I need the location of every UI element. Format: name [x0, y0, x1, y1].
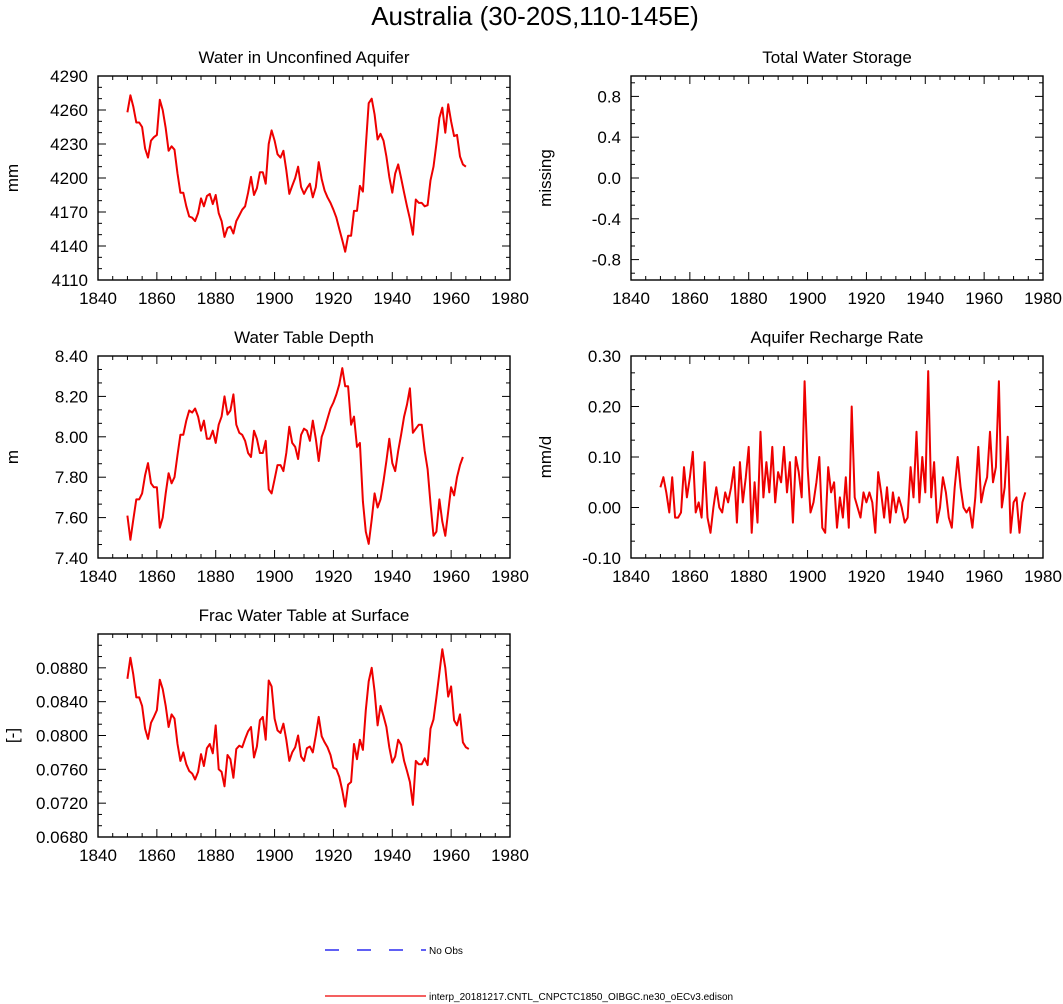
y-tick-label: 0.4: [597, 128, 621, 147]
y-tick-label: 4110: [51, 271, 88, 290]
legend-model-label: interp_20181217.CNTL_CNPCTC1850_OIBGC.ne…: [429, 992, 733, 1003]
panel-water-table-depth: Water Table Depth m 1840 1860 1880 1900 1920 19…: [3, 328, 529, 586]
y-tick-label: 8.40: [55, 347, 88, 366]
y-tick-label: -0.4: [592, 210, 621, 229]
x-tick-label: 1940: [906, 567, 944, 586]
y-axis-label: m: [3, 450, 22, 464]
y-tick-label: 4290: [50, 67, 88, 86]
x-tick-label: 1920: [848, 289, 886, 308]
legend: No Obs interp_20181217.CNTL_CNPCTC1850_O…: [325, 946, 733, 1003]
y-tick-label: 7.40: [55, 549, 88, 568]
x-tick-label: 1900: [256, 289, 294, 308]
y-axis-label: mm/d: [536, 436, 555, 479]
x-tick-label: 1840: [612, 289, 650, 308]
x-tick-label: 1980: [491, 567, 529, 586]
y-axis-label: mm: [3, 164, 22, 192]
y-axis-label: missing: [536, 149, 555, 207]
y-tick-label: 4140: [50, 237, 88, 256]
y-axis-label: [-]: [3, 728, 22, 743]
x-tick-label: 1940: [906, 289, 944, 308]
y-tick-label: 7.60: [55, 509, 88, 528]
panel-total-water-storage: Total Water Storage missing 1840 1860 1880 19…: [536, 48, 1062, 308]
x-tick-label: 1840: [79, 289, 117, 308]
plot-frame: [97, 633, 511, 838]
x-tick-label: 1980: [1024, 567, 1062, 586]
panel-title: Frac Water Table at Surface: [199, 606, 410, 625]
panel-title: Water Table Depth: [234, 328, 374, 347]
figure-title: Australia (30-20S,110-145E): [371, 1, 699, 31]
x-tick-label: 1880: [197, 567, 235, 586]
y-tick-label: -0.10: [582, 549, 621, 568]
y-tick-label: 4260: [50, 101, 88, 120]
series-line: [659, 370, 1027, 534]
y-tick-label: 0.0680: [36, 828, 88, 847]
x-tick-label: 1840: [79, 567, 117, 586]
x-tick-label: 1960: [965, 289, 1003, 308]
x-tick-label: 1860: [138, 846, 176, 865]
panel-title: Water in Unconfined Aquifer: [198, 48, 409, 67]
y-tick-label: 8.00: [55, 428, 88, 447]
x-tick-label: 1860: [671, 567, 709, 586]
x-tick-label: 1980: [491, 289, 529, 308]
y-tick-label: 0.0720: [36, 794, 88, 813]
x-tick-label: 1920: [848, 567, 886, 586]
y-tick-label: 0.0: [597, 169, 621, 188]
x-tick-label: 1860: [138, 289, 176, 308]
x-tick-label: 1900: [256, 846, 294, 865]
y-tick-label: 0.0760: [36, 760, 88, 779]
x-tick-label: 1860: [671, 289, 709, 308]
x-tick-label: 1880: [730, 289, 768, 308]
y-tick-label: -0.8: [592, 251, 621, 270]
x-tick-label: 1840: [612, 567, 650, 586]
series-line: [126, 94, 467, 253]
x-tick-label: 1900: [256, 567, 294, 586]
x-tick-label: 1920: [315, 289, 353, 308]
panel-water-in-unconfined-aquifer: Water in Unconfined Aquifer mm 1840 1860 188…: [3, 48, 529, 308]
panel-title: Aquifer Recharge Rate: [751, 328, 924, 347]
legend-no-obs-label: No Obs: [429, 946, 463, 957]
panel-title: Total Water Storage: [762, 48, 912, 67]
y-tick-label: 0.00: [588, 499, 621, 518]
series-line: [126, 367, 464, 545]
y-tick-label: 0.8: [597, 87, 621, 106]
x-tick-label: 1840: [79, 846, 117, 865]
x-tick-label: 1980: [491, 846, 529, 865]
y-tick-label: 0.0800: [36, 727, 88, 746]
x-tick-label: 1960: [432, 846, 470, 865]
y-tick-label: 8.20: [55, 387, 88, 406]
y-tick-label: 0.0880: [36, 659, 88, 678]
y-tick-label: 0.30: [588, 347, 621, 366]
x-tick-label: 1880: [197, 289, 235, 308]
x-tick-label: 1940: [373, 289, 411, 308]
x-tick-label: 1960: [432, 567, 470, 586]
x-tick-label: 1920: [315, 567, 353, 586]
y-tick-label: 0.20: [588, 398, 621, 417]
x-tick-label: 1880: [197, 846, 235, 865]
series-line: [126, 648, 470, 808]
x-tick-label: 1960: [432, 289, 470, 308]
y-tick-label: 4200: [50, 169, 88, 188]
panel-frac-water-table-at-surface: Frac Water Table at Surface [-] 1840 1860 18…: [3, 606, 529, 865]
x-tick-label: 1880: [730, 567, 768, 586]
x-tick-label: 1920: [315, 846, 353, 865]
plot-frame: [630, 75, 1044, 281]
x-tick-label: 1940: [373, 567, 411, 586]
y-tick-label: 0.10: [588, 448, 621, 467]
x-tick-label: 1980: [1024, 289, 1062, 308]
x-tick-label: 1900: [789, 289, 827, 308]
y-tick-label: 7.80: [55, 468, 88, 487]
x-tick-label: 1960: [965, 567, 1003, 586]
y-tick-label: 4230: [50, 135, 88, 154]
y-tick-label: 0.0840: [36, 693, 88, 712]
y-tick-label: 4170: [50, 203, 88, 222]
x-tick-label: 1900: [789, 567, 827, 586]
x-tick-label: 1860: [138, 567, 176, 586]
x-tick-label: 1940: [373, 846, 411, 865]
panel-aquifer-recharge-rate: Aquifer Recharge Rate mm/d 1840 1860 1880 190…: [536, 328, 1062, 586]
